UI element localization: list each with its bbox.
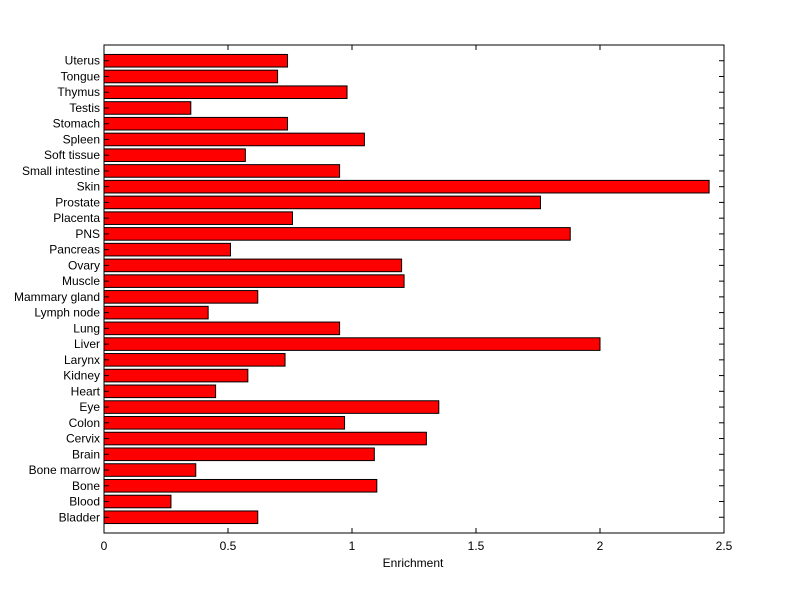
bar (103, 69, 279, 84)
x-axis-label: Enrichment (383, 556, 444, 570)
y-tick-label: PNS (75, 227, 100, 241)
x-tick-label: 0 (101, 539, 108, 553)
y-tick-label: Blood (69, 495, 100, 509)
y-tick-label: Skin (77, 180, 100, 194)
bar (103, 478, 378, 493)
y-tick-label: Stomach (53, 117, 100, 131)
y-tick-label: Pancreas (49, 243, 100, 257)
x-tick-label: 1.5 (468, 539, 485, 553)
bar (103, 290, 259, 304)
x-tick-label: 2 (597, 539, 604, 553)
y-tick-label: Lymph node (34, 306, 100, 320)
bar (103, 384, 217, 399)
x-tick-label: 2.5 (716, 539, 733, 553)
y-tick-label: Lung (73, 321, 100, 335)
bar (103, 211, 293, 225)
y-tick-label: Bladder (59, 510, 100, 524)
bar (103, 101, 192, 115)
bar (103, 274, 405, 288)
y-tick-label: Placenta (53, 211, 100, 225)
bar (103, 242, 231, 257)
y-tick-label: Muscle (62, 274, 100, 288)
y-tick-label: Spleen (63, 132, 100, 146)
bar (103, 258, 403, 273)
plot-frame (103, 44, 725, 534)
y-tick-label: Soft tissue (44, 148, 100, 162)
y-tick-label: Kidney (63, 369, 100, 383)
bar (103, 132, 365, 147)
bar (103, 431, 427, 446)
y-tick-label: Ovary (68, 258, 100, 272)
y-tick-label: Larynx (64, 353, 100, 367)
bar (103, 53, 289, 68)
y-tick-label: Liver (74, 337, 100, 351)
y-tick-label: Uterus (65, 54, 100, 68)
bar (103, 164, 341, 178)
bar (103, 195, 541, 210)
y-tick-label: Heart (71, 384, 101, 398)
bar (103, 321, 341, 336)
bar (103, 510, 259, 525)
bar (103, 227, 571, 241)
y-tick-label: Colon (69, 416, 100, 430)
y-tick-label: Mammary gland (14, 290, 100, 304)
bar (103, 337, 601, 351)
y-tick-label: Tongue (61, 69, 101, 83)
bar (103, 494, 172, 509)
bar (103, 85, 348, 100)
bar (103, 116, 289, 131)
y-tick-label: Bone marrow (29, 463, 101, 477)
y-tick-label: Eye (79, 400, 100, 414)
x-tick-label: 0.5 (220, 539, 237, 553)
y-tick-label: Thymus (57, 85, 100, 99)
bar (103, 148, 246, 162)
y-tick-label: Brain (72, 447, 100, 461)
y-tick-label: Small intestine (22, 164, 100, 178)
bar (103, 416, 346, 430)
x-ticks-group: 0 0.5 1 1.5 2 2.5 (101, 45, 733, 553)
bar (103, 179, 710, 194)
bar (103, 447, 375, 462)
x-tick-label: 1 (349, 539, 356, 553)
y-tick-label: Prostate (55, 195, 100, 209)
bar (103, 353, 286, 367)
bar (103, 368, 249, 383)
bar (103, 463, 197, 477)
y-tick-label: Bone (72, 479, 100, 493)
y-tick-label: Cervix (66, 432, 100, 446)
y-tick-label: Testis (69, 101, 100, 115)
bar (103, 400, 440, 414)
bar (103, 305, 209, 320)
